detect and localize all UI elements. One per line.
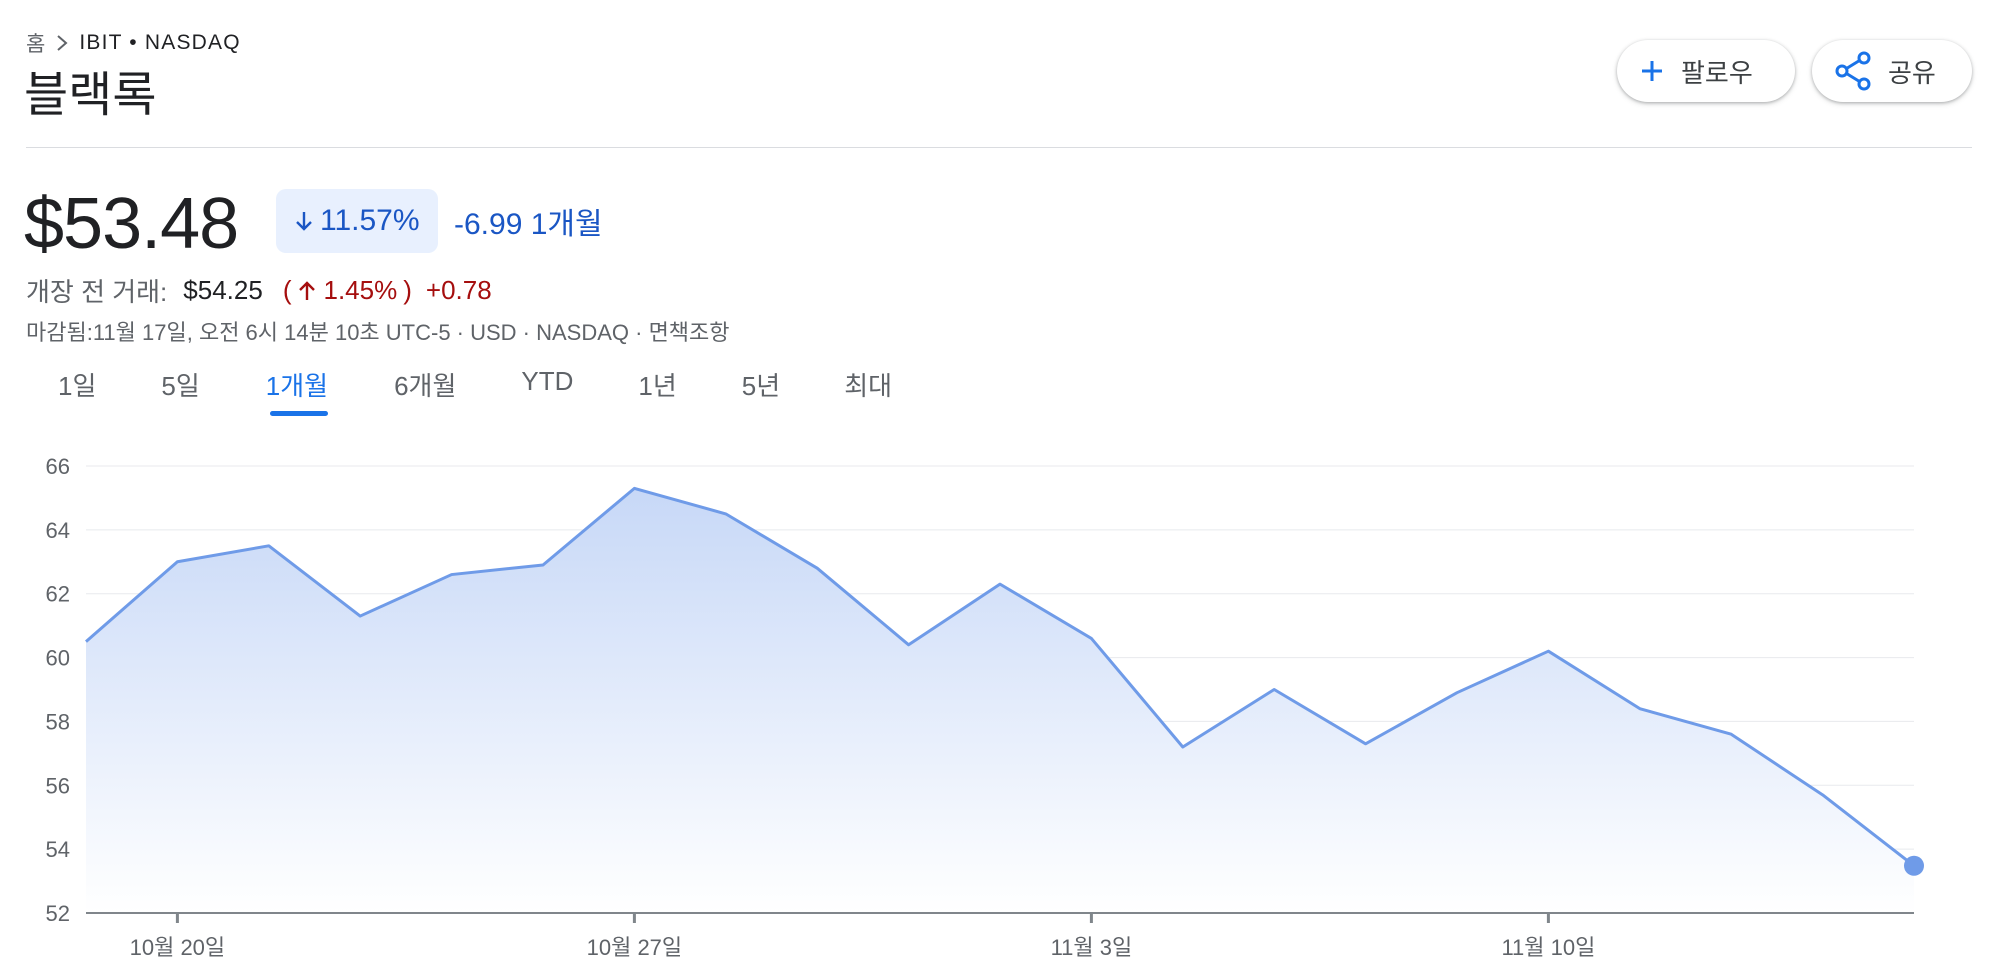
tab-1y[interactable]: 1년 bbox=[638, 371, 677, 401]
y-tick-label: 56 bbox=[46, 773, 70, 798]
tab-5y[interactable]: 5년 bbox=[741, 371, 781, 401]
x-tick-label: 10월 27일 bbox=[587, 935, 683, 960]
premarket-row: 개장 전 거래: $54.25 ( 1.45% ) +0.78 bbox=[26, 272, 492, 309]
tab-max[interactable]: 최대 bbox=[844, 371, 893, 401]
last-point-marker bbox=[1904, 855, 1924, 876]
chevron-right-icon bbox=[57, 35, 68, 51]
header-divider bbox=[26, 147, 1972, 148]
premarket-close-paren: ) bbox=[403, 275, 412, 305]
premarket-open-paren: ( bbox=[282, 275, 292, 305]
tab-1m[interactable]: 1개월 bbox=[266, 366, 329, 416]
range-tabs: 1일 5일 1개월 6개월 YTD 1년 5년 최대 bbox=[26, 366, 893, 416]
tab-6m[interactable]: 6개월 bbox=[394, 371, 457, 401]
y-tick-label: 60 bbox=[46, 646, 70, 671]
y-tick-label: 64 bbox=[46, 518, 70, 543]
series-line bbox=[85, 486, 1915, 867]
change-percent-value: 11.57% bbox=[320, 204, 420, 237]
share-button[interactable]: 공유 bbox=[1812, 40, 1972, 102]
premarket-label: 개장 전 거래: bbox=[26, 277, 168, 307]
current-price: $53.48 bbox=[24, 184, 239, 264]
market-status-meta: 마감됨:11월 17일, 오전 6시 14분 10초 UTC-5 · USD ·… bbox=[26, 320, 730, 345]
x-tick-label: 10월 20일 bbox=[130, 935, 226, 960]
y-tick-label: 58 bbox=[46, 709, 70, 734]
plus-icon bbox=[1642, 61, 1662, 81]
premarket-percent: 1.45% bbox=[323, 275, 398, 305]
breadcrumb-home-link[interactable]: 홈 bbox=[26, 33, 46, 56]
breadcrumb-symbol: IBIT • NASDAQ bbox=[79, 31, 241, 54]
tab-ytd[interactable]: YTD bbox=[521, 366, 574, 396]
share-icon bbox=[1835, 51, 1871, 91]
tab-1d[interactable]: 1일 bbox=[58, 371, 97, 401]
share-button-label: 공유 bbox=[1888, 57, 1936, 88]
tab-5d[interactable]: 5일 bbox=[161, 371, 200, 401]
follow-button-label: 팔로우 bbox=[1681, 57, 1753, 88]
change-absolute: -6.99 1개월 bbox=[454, 208, 603, 241]
y-tick-label: 62 bbox=[46, 582, 70, 607]
y-tick-label: 52 bbox=[46, 901, 70, 926]
x-tick-label: 11월 10일 bbox=[1501, 935, 1595, 960]
follow-button[interactable]: 팔로우 bbox=[1617, 40, 1795, 102]
price-chart[interactable]: 52 54 56 58 60 62 64 66 10월 20일 10월 27일 11월 3일 11월 … bbox=[0, 420, 1994, 976]
page-title: 블랙록 bbox=[24, 69, 157, 122]
arrow-down-icon bbox=[296, 212, 312, 231]
premarket-change: +0.78 bbox=[425, 275, 492, 305]
breadcrumb: 홈 IBIT • NASDAQ bbox=[26, 28, 241, 58]
premarket-price: $54.25 bbox=[183, 275, 263, 305]
y-tick-label: 54 bbox=[46, 837, 70, 862]
x-tick-label: 11월 3일 bbox=[1051, 935, 1133, 960]
arrow-up-icon bbox=[299, 280, 316, 300]
series-area bbox=[86, 488, 1914, 913]
change-percent-badge: 11.57% bbox=[276, 189, 438, 253]
y-tick-label: 66 bbox=[46, 454, 70, 479]
